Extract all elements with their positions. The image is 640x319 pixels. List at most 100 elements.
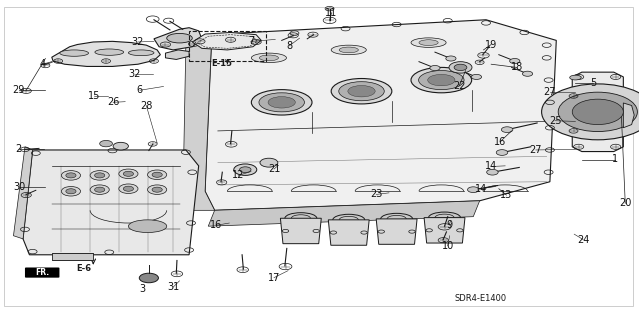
- Circle shape: [95, 187, 105, 192]
- Circle shape: [522, 71, 532, 76]
- Bar: [52, 253, 93, 260]
- Ellipse shape: [331, 45, 366, 55]
- Circle shape: [66, 189, 76, 194]
- Text: 16: 16: [211, 220, 223, 230]
- Text: 22: 22: [453, 81, 465, 91]
- Ellipse shape: [339, 47, 358, 53]
- Polygon shape: [192, 33, 261, 50]
- Circle shape: [61, 171, 81, 180]
- Circle shape: [119, 184, 138, 194]
- Circle shape: [501, 127, 513, 132]
- Ellipse shape: [331, 78, 392, 104]
- Polygon shape: [52, 41, 161, 66]
- Text: 13: 13: [500, 190, 513, 200]
- Circle shape: [100, 140, 113, 147]
- Text: 20: 20: [619, 198, 632, 208]
- Text: FR.: FR.: [35, 268, 49, 278]
- Text: 30: 30: [13, 182, 26, 192]
- Circle shape: [486, 169, 498, 175]
- Circle shape: [124, 171, 134, 176]
- Ellipse shape: [252, 53, 287, 63]
- Circle shape: [140, 273, 159, 283]
- Text: 9: 9: [446, 219, 452, 230]
- Polygon shape: [208, 201, 479, 226]
- Circle shape: [95, 173, 105, 178]
- Text: E-15: E-15: [211, 59, 232, 69]
- Polygon shape: [572, 72, 623, 152]
- Text: 14: 14: [475, 184, 487, 194]
- Text: 21: 21: [268, 164, 280, 174]
- Text: 7: 7: [248, 36, 254, 46]
- Ellipse shape: [411, 67, 472, 93]
- Circle shape: [558, 92, 637, 131]
- Circle shape: [90, 185, 109, 195]
- Circle shape: [260, 158, 278, 167]
- Polygon shape: [182, 34, 221, 210]
- Ellipse shape: [268, 97, 295, 108]
- Text: 23: 23: [370, 189, 382, 199]
- Polygon shape: [205, 20, 556, 210]
- Ellipse shape: [428, 74, 455, 86]
- Circle shape: [449, 62, 472, 73]
- Text: 24: 24: [577, 234, 589, 245]
- Circle shape: [454, 64, 467, 70]
- Text: 5: 5: [590, 78, 596, 88]
- Circle shape: [496, 150, 508, 155]
- Polygon shape: [23, 150, 198, 255]
- Circle shape: [572, 99, 623, 124]
- Circle shape: [61, 187, 81, 196]
- Polygon shape: [376, 219, 417, 244]
- Text: 11: 11: [325, 8, 338, 18]
- Text: 29: 29: [12, 85, 25, 95]
- Ellipse shape: [95, 49, 124, 55]
- FancyBboxPatch shape: [25, 268, 60, 278]
- Polygon shape: [166, 50, 189, 59]
- Text: 15: 15: [88, 91, 100, 101]
- Text: 14: 14: [485, 161, 497, 172]
- Circle shape: [430, 65, 440, 70]
- Circle shape: [119, 169, 138, 179]
- Ellipse shape: [129, 220, 167, 233]
- Ellipse shape: [570, 75, 581, 80]
- Text: 6: 6: [137, 85, 143, 95]
- Circle shape: [234, 164, 257, 175]
- Circle shape: [541, 84, 640, 140]
- Circle shape: [148, 185, 167, 195]
- Text: 19: 19: [485, 40, 497, 49]
- Text: 31: 31: [167, 282, 179, 292]
- Circle shape: [148, 170, 167, 180]
- Text: E-6: E-6: [76, 264, 91, 273]
- Text: 8: 8: [286, 41, 292, 51]
- Ellipse shape: [167, 33, 192, 43]
- Text: 25: 25: [548, 116, 561, 126]
- Ellipse shape: [348, 85, 375, 97]
- Text: 3: 3: [140, 284, 145, 294]
- Polygon shape: [280, 218, 321, 244]
- Ellipse shape: [60, 50, 88, 56]
- Circle shape: [124, 186, 134, 191]
- Text: 4: 4: [40, 59, 46, 69]
- Text: 12: 12: [232, 170, 244, 180]
- Circle shape: [446, 56, 456, 61]
- Text: 16: 16: [494, 137, 506, 147]
- Polygon shape: [154, 28, 202, 50]
- Text: 17: 17: [268, 273, 280, 283]
- Polygon shape: [424, 218, 465, 243]
- Text: 2: 2: [15, 144, 22, 154]
- Ellipse shape: [419, 70, 464, 90]
- Ellipse shape: [411, 38, 446, 48]
- Ellipse shape: [129, 50, 154, 56]
- Circle shape: [113, 142, 129, 150]
- Ellipse shape: [252, 90, 312, 115]
- Text: 18: 18: [511, 63, 523, 72]
- Ellipse shape: [339, 82, 384, 101]
- Text: 10: 10: [442, 241, 454, 251]
- Ellipse shape: [419, 40, 438, 46]
- Text: 32: 32: [132, 37, 144, 47]
- Circle shape: [509, 58, 520, 63]
- Text: 27: 27: [530, 145, 542, 155]
- Polygon shape: [328, 220, 369, 245]
- Circle shape: [467, 187, 479, 193]
- Polygon shape: [13, 147, 33, 239]
- Circle shape: [90, 171, 109, 180]
